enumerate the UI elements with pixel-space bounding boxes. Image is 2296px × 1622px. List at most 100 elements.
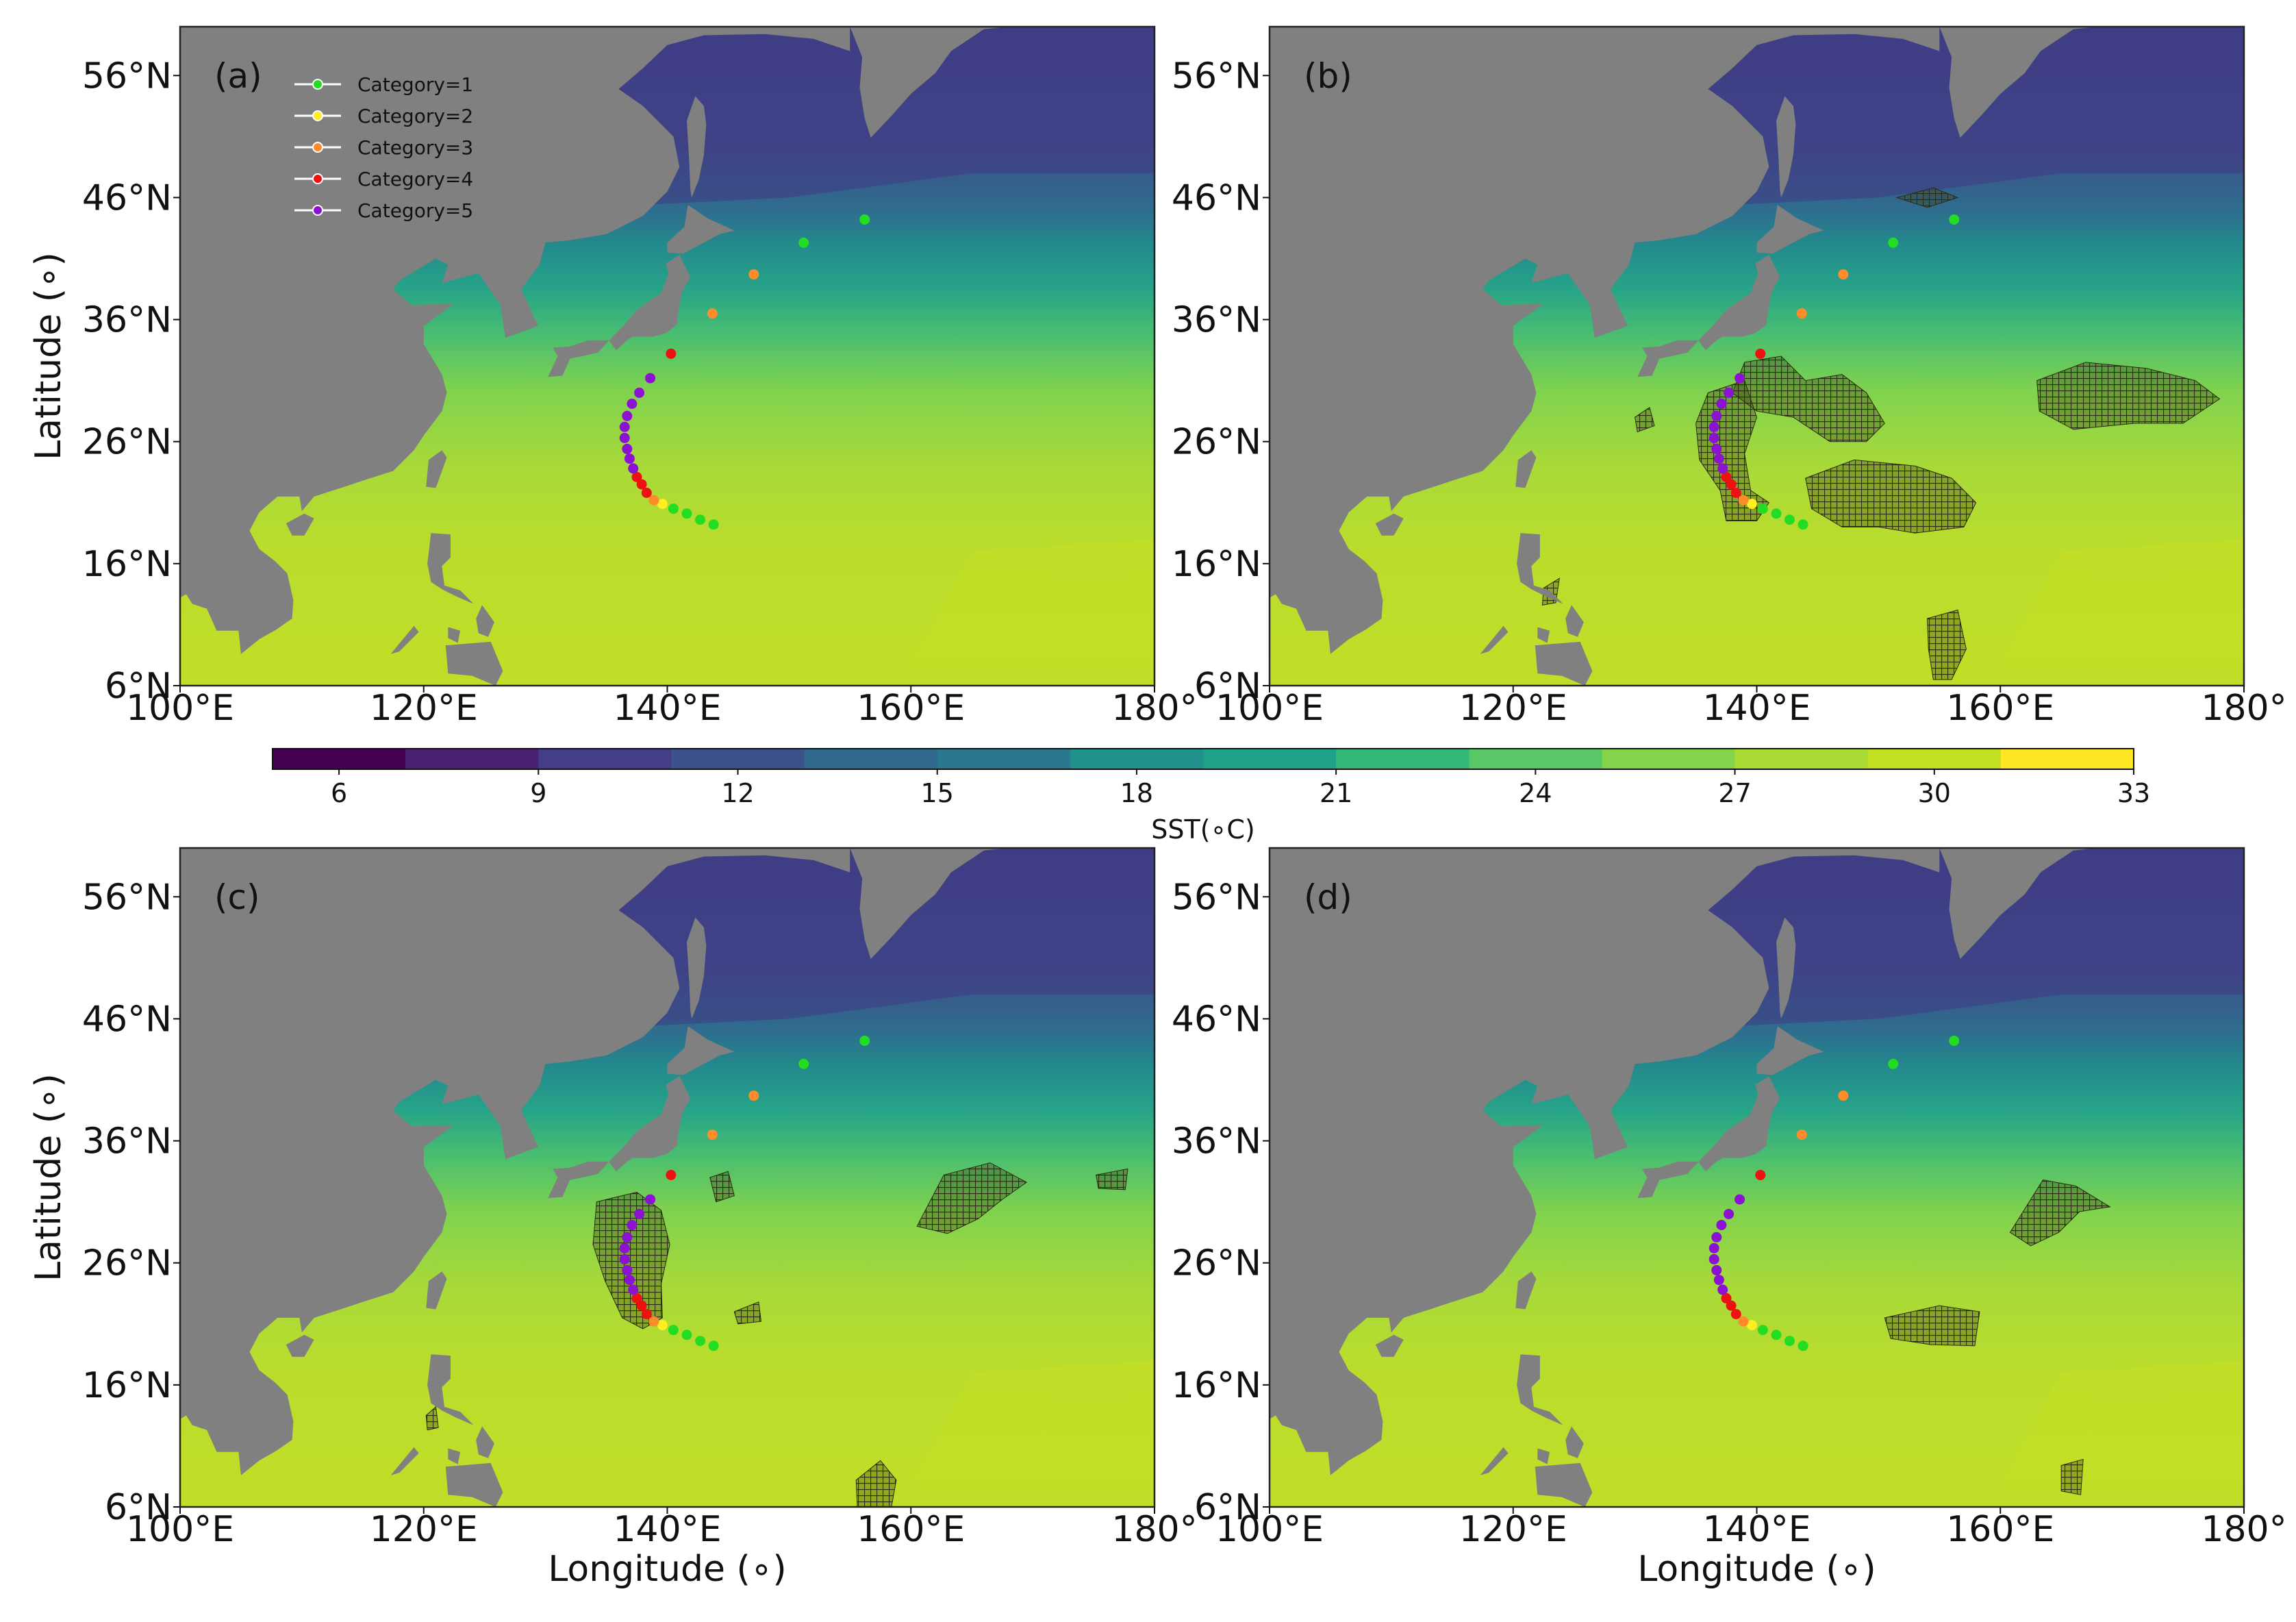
track-point <box>619 421 630 432</box>
land-mask <box>1776 917 1796 1019</box>
track-point <box>1717 1284 1728 1295</box>
map-panel-d: 100°E 120°E 140°E 160°E 180° 6°N 16°N 26°N 36°N 4… <box>1172 847 2287 1590</box>
land-mask <box>1565 605 1584 637</box>
significance-hatch <box>1895 187 1959 208</box>
land-mask <box>476 605 494 637</box>
track-point <box>641 1309 652 1319</box>
x-tick-label: 100°E <box>1215 1509 1324 1550</box>
map-panel-a: 100°E 120°E 140°E 160°E 180° 6°N 16°N 26°N 36°N 4… <box>28 25 1198 729</box>
track-point <box>1838 269 1849 280</box>
track-point <box>1713 453 1724 464</box>
significance-hatch <box>1096 1168 1128 1190</box>
y-tick-label: 26°N <box>82 1243 172 1284</box>
y-tick-label: 36°N <box>1172 1121 1261 1162</box>
track-point <box>636 479 647 490</box>
legend: Category=1 Category=2 Category=3 Category=4… <box>294 73 473 222</box>
legend-entry: Category=3 <box>357 136 473 159</box>
track-point <box>798 1058 809 1069</box>
land-mask <box>445 641 503 686</box>
significance-hatch <box>1805 459 1977 534</box>
track-point <box>1730 488 1741 498</box>
y-tick-label: 6°N <box>1194 666 1261 707</box>
significance-hatch <box>2036 362 2221 430</box>
track-point <box>631 1293 642 1303</box>
x-tick-label: 180° <box>2201 1509 2286 1550</box>
legend-entry: Category=4 <box>357 168 473 190</box>
x-axis-label: Longitude (∘) <box>548 1549 786 1590</box>
y-tick-label: 46°N <box>1172 999 1261 1040</box>
track-point <box>1708 421 1719 432</box>
track-point <box>1796 308 1807 319</box>
track-point <box>627 1220 638 1230</box>
colorbar-tick-label: 30 <box>1918 778 1951 808</box>
track-point <box>1708 432 1719 443</box>
track-point <box>657 1320 668 1331</box>
track-point <box>1711 410 1722 421</box>
land-mask <box>1565 1426 1584 1458</box>
y-tick-label: 26°N <box>1172 1243 1261 1284</box>
land-mask <box>1480 625 1509 654</box>
track-point <box>1730 1309 1741 1319</box>
map-panel-b: 100°E 120°E 140°E 160°E 180° 6°N 16°N 26°N 36°N 4… <box>1172 25 2287 729</box>
track-point <box>648 495 659 506</box>
track-point <box>619 1243 630 1253</box>
significance-hatch <box>1884 1305 1980 1347</box>
land-mask <box>1480 1447 1509 1475</box>
land-mask <box>448 627 461 643</box>
land-mask <box>1515 450 1537 488</box>
track-point <box>1771 1330 1782 1340</box>
x-tick-label: 140°E <box>613 1509 721 1550</box>
y-tick-label: 56°N <box>82 55 172 97</box>
track-point <box>619 1253 630 1264</box>
land-mask <box>1535 1462 1593 1507</box>
track-point <box>1708 1243 1719 1253</box>
y-tick-label: 56°N <box>1172 877 1261 918</box>
track-point <box>798 237 809 248</box>
x-tick-label: 180° <box>1111 1509 1197 1550</box>
land-mask <box>1517 1354 1563 1425</box>
track-point <box>748 1090 759 1101</box>
x-tick-label: 140°E <box>1702 1509 1811 1550</box>
track-point <box>1724 387 1734 398</box>
track-point <box>648 1316 659 1327</box>
y-tick-label: 56°N <box>82 877 172 918</box>
track-point <box>1724 1208 1734 1219</box>
track-point <box>1755 1169 1766 1180</box>
track-point <box>1771 508 1782 519</box>
significance-hatch <box>709 1171 735 1203</box>
x-tick-label: 100°E <box>126 1509 234 1550</box>
colorbar-segment <box>1070 749 1204 769</box>
track-point <box>666 348 677 359</box>
track-point <box>859 1036 870 1046</box>
track-point <box>1949 1036 1960 1046</box>
colorbar-tick-label: 6 <box>331 778 347 808</box>
land-mask <box>548 255 691 377</box>
colorbar-tick-label: 9 <box>530 778 546 808</box>
x-tick-label: 160°E <box>857 1509 965 1550</box>
y-tick-label: 6°N <box>105 666 172 707</box>
y-tick-label: 6°N <box>1194 1487 1261 1528</box>
land-mask <box>426 1271 447 1310</box>
land-mask <box>1939 848 2098 960</box>
legend-entry: Category=1 <box>357 73 473 96</box>
colorbar-segment <box>937 749 1071 769</box>
significance-hatch <box>1926 609 1967 680</box>
track-point <box>645 1194 656 1205</box>
x-tick-label: 120°E <box>370 688 478 729</box>
land-mask <box>445 1462 503 1507</box>
significance-hatch <box>1635 406 1655 433</box>
y-axis-label: Latitude (∘) <box>28 252 69 460</box>
colorbar-segment <box>671 749 805 769</box>
colorbar-tick-label: 33 <box>2117 778 2150 808</box>
x-tick-label: 180° <box>2201 688 2286 729</box>
significance-hatch <box>855 1460 897 1507</box>
y-tick-label: 36°N <box>82 1121 172 1162</box>
track-point <box>624 453 635 464</box>
track-point <box>1716 1220 1727 1230</box>
x-tick-label: 120°E <box>1459 1509 1567 1550</box>
track-point <box>1716 399 1727 409</box>
y-tick-label: 26°N <box>1172 422 1261 463</box>
x-tick-label: 180° <box>1111 688 1197 729</box>
land-mask <box>1756 1026 1824 1075</box>
